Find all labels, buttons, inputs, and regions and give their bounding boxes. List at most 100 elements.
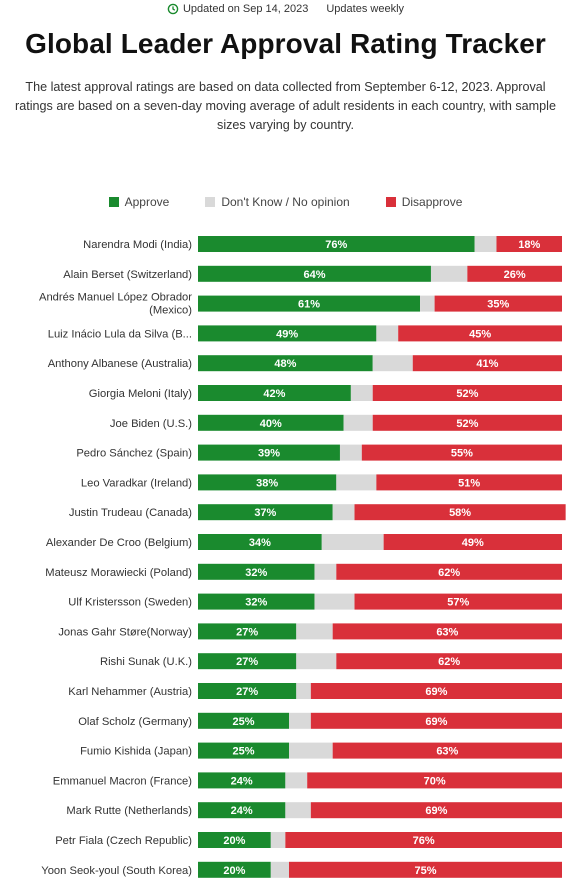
bar-neutral [296, 683, 311, 699]
bar-disapprove [372, 385, 562, 401]
category-label: Alexander De Croo (Belgium) [46, 537, 192, 549]
data-label-approve: 34% [249, 537, 271, 549]
bar-neutral [314, 563, 337, 580]
bar-neutral [296, 653, 337, 670]
data-label-approve: 37% [254, 507, 276, 519]
bar-neutral [270, 832, 286, 848]
category-label: Jonas Gahr Støre(Norway) [58, 626, 192, 638]
bar-neutral [474, 236, 497, 252]
data-label-approve: 39% [258, 448, 280, 460]
data-label-approve: 42% [263, 388, 285, 400]
bar-approve [198, 355, 373, 372]
data-label-disapprove: 18% [518, 239, 540, 251]
data-label-disapprove: 62% [438, 567, 460, 579]
bar-neutral [430, 265, 468, 282]
bar-disapprove [332, 623, 562, 640]
data-label-disapprove: 45% [469, 328, 491, 340]
category-label: Pedro Sánchez (Spain) [76, 448, 192, 460]
bar-neutral [332, 504, 355, 521]
bar-approve [198, 236, 475, 252]
data-label-disapprove: 63% [436, 746, 458, 758]
data-label-approve: 76% [325, 239, 347, 251]
data-label-disapprove: 52% [456, 418, 478, 430]
legend-label-approve: Approve [124, 195, 170, 209]
category-label: Joe Biden (U.S.) [110, 418, 192, 430]
category-label: Yoon Seok-youl (South Korea) [41, 865, 192, 877]
legend-label-disapprove: Disapprove [401, 195, 463, 209]
data-label-disapprove: 76% [413, 835, 435, 847]
category-label: Andrés Manuel López Obrador (Mexico) [39, 292, 192, 317]
category-label: Mateusz Morawiecki (Poland) [45, 567, 192, 579]
bar-approve [198, 385, 351, 401]
updated-date: Updated on Sep 14, 2023 [182, 3, 309, 15]
category-label: Karl Nehammer (Austria) [68, 686, 192, 698]
bar-neutral [314, 593, 355, 610]
bar-neutral [289, 712, 311, 729]
bar-approve [198, 653, 297, 670]
bar-disapprove [376, 474, 562, 491]
bar-approve [198, 325, 377, 342]
bar-neutral [420, 295, 435, 312]
legend-swatch-neutral [205, 197, 216, 207]
category-label: Leo Varadkar (Ireland) [81, 477, 192, 489]
legend-swatch-disapprove [385, 197, 396, 207]
data-label-approve: 24% [231, 805, 253, 817]
category-label: Emmanuel Macron (France) [53, 775, 193, 787]
data-label-disapprove: 75% [414, 865, 436, 877]
bar-neutral [350, 385, 373, 401]
bar-disapprove [336, 563, 562, 580]
bar-disapprove [354, 593, 562, 610]
bar-neutral [285, 772, 308, 789]
data-label-disapprove: 57% [447, 597, 469, 609]
bar-neutral [321, 534, 384, 550]
bar-neutral [289, 742, 333, 759]
category-label: Ulf Kristersson (Sweden) [68, 597, 192, 609]
bar-disapprove [434, 295, 562, 312]
category-label: Rishi Sunak (U.K.) [100, 656, 192, 668]
bar-disapprove [383, 534, 562, 550]
bar-disapprove [310, 683, 562, 699]
data-label-disapprove: 51% [458, 477, 480, 489]
clock-refresh-icon [167, 3, 179, 15]
category-label: Justin Trudeau (Canada) [69, 507, 192, 519]
bar-neutral [285, 802, 311, 819]
data-label-approve: 24% [231, 775, 253, 787]
data-label-approve: 25% [232, 716, 254, 728]
data-label-disapprove: 69% [425, 805, 447, 817]
category-label-line: Andrés Manuel López Obrador [39, 292, 192, 304]
legend-item-neutral: Don't Know / No opinion [205, 194, 350, 210]
bar-approve [198, 623, 297, 640]
bar-disapprove [467, 265, 562, 282]
bar-approve [198, 474, 337, 491]
category-label: Alain Berset (Switzerland) [63, 269, 192, 281]
page-title: Global Leader Approval Rating Tracker [25, 28, 546, 59]
bar-approve [198, 414, 344, 431]
data-label-disapprove: 70% [424, 775, 446, 787]
bar-approve [198, 712, 289, 729]
bar-approve [198, 832, 271, 848]
bar-neutral [296, 623, 333, 640]
bar-approve [198, 861, 271, 878]
data-label-approve: 20% [223, 865, 245, 877]
data-label-approve: 48% [274, 358, 296, 370]
bar-disapprove [332, 742, 562, 759]
bar-approve [198, 772, 286, 789]
data-label-disapprove: 55% [451, 448, 473, 460]
page-subtitle: The latest approval ratings are based on… [15, 80, 556, 132]
data-label-disapprove: 58% [449, 507, 471, 519]
bar-disapprove [310, 802, 562, 819]
category-label: Fumio Kishida (Japan) [80, 746, 192, 758]
data-label-disapprove: 69% [425, 686, 447, 698]
bar-disapprove [285, 832, 562, 848]
bar-disapprove [336, 653, 562, 670]
data-label-approve: 40% [260, 418, 282, 430]
data-label-approve: 64% [303, 269, 325, 281]
data-label-approve: 27% [236, 626, 258, 638]
data-label-disapprove: 41% [476, 358, 498, 370]
data-label-disapprove: 26% [504, 269, 526, 281]
bar-disapprove [310, 712, 562, 729]
data-label-disapprove: 63% [436, 626, 458, 638]
bar-neutral [270, 861, 289, 878]
category-label: Petr Fiala (Czech Republic) [55, 835, 192, 847]
